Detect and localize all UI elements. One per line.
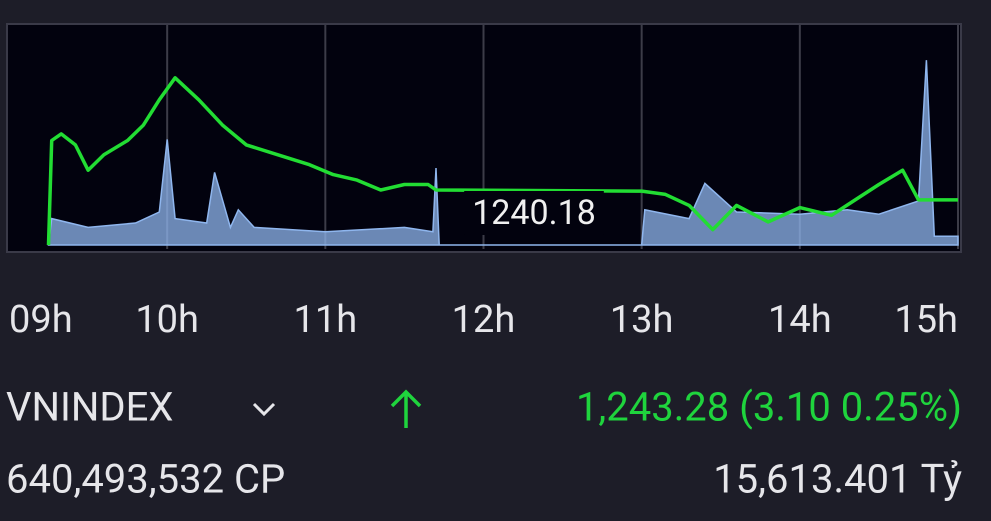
trade-value: 15,613.401 Tỷ (713, 456, 962, 503)
index-name[interactable]: VNINDEX (6, 384, 173, 431)
reference-label: 1240.18 (472, 193, 596, 233)
x-tick-label: 13h (610, 298, 674, 342)
x-tick-label: 15h (894, 298, 958, 342)
volume-area (47, 60, 959, 246)
index-line (46, 76, 958, 246)
x-tick-label: 11h (294, 298, 358, 342)
dropdown-icon[interactable] (252, 402, 276, 417)
volume: 640,493,532 CP (6, 456, 285, 503)
up-arrow-icon (390, 389, 422, 428)
index-selector[interactable]: VNINDEX (6, 384, 276, 431)
x-tick-label: 14h (768, 298, 832, 342)
x-tick-label: 09h (9, 298, 73, 342)
index-change: 1,243.28 (3.10 0.25%) (576, 384, 962, 431)
x-tick-label: 10h (135, 298, 199, 342)
x-tick-label: 12h (452, 298, 516, 342)
reference-label-bg (464, 190, 604, 235)
